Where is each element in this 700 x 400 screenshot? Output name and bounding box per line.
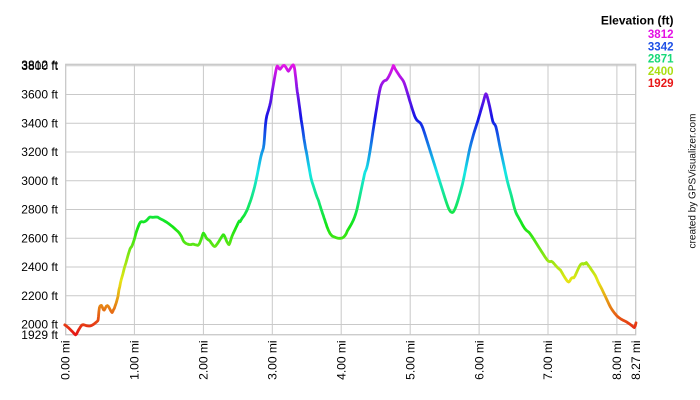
svg-text:2600 ft: 2600 ft — [21, 231, 58, 245]
svg-text:1.00 mi: 1.00 mi — [128, 341, 142, 380]
svg-text:2871: 2871 — [648, 54, 674, 66]
svg-text:4.00 mi: 4.00 mi — [334, 341, 348, 380]
svg-text:3.00 mi: 3.00 mi — [266, 341, 280, 380]
svg-text:2400 ft: 2400 ft — [21, 260, 58, 274]
svg-text:3800 ft: 3800 ft — [21, 59, 58, 73]
svg-text:1929: 1929 — [648, 78, 674, 90]
svg-text:6.00 mi: 6.00 mi — [472, 341, 486, 380]
svg-text:1929 ft: 1929 ft — [21, 328, 58, 342]
svg-text:0.00 mi: 0.00 mi — [59, 341, 73, 380]
svg-text:2800 ft: 2800 ft — [21, 203, 58, 217]
svg-text:8.27 mi: 8.27 mi — [629, 341, 643, 380]
svg-text:3812: 3812 — [648, 29, 674, 41]
svg-text:3200 ft: 3200 ft — [21, 145, 58, 159]
svg-text:3000 ft: 3000 ft — [21, 174, 58, 188]
svg-text:3600 ft: 3600 ft — [21, 88, 58, 102]
svg-text:Elevation (ft): Elevation (ft) — [601, 14, 674, 28]
svg-text:3812 ft: 3812 ft — [21, 58, 58, 72]
svg-text:3342: 3342 — [648, 41, 674, 53]
svg-text:2000 ft: 2000 ft — [21, 318, 58, 332]
svg-text:2400: 2400 — [648, 66, 674, 78]
svg-text:8.00 mi: 8.00 mi — [610, 341, 624, 380]
svg-text:7.00 mi: 7.00 mi — [541, 341, 555, 380]
svg-text:2.00 mi: 2.00 mi — [197, 341, 211, 380]
svg-text:5.00 mi: 5.00 mi — [403, 341, 417, 380]
svg-text:3400 ft: 3400 ft — [21, 116, 58, 130]
svg-text:2200 ft: 2200 ft — [21, 289, 58, 303]
svg-text:created by GPSVisualizer.com: created by GPSVisualizer.com — [688, 114, 699, 249]
